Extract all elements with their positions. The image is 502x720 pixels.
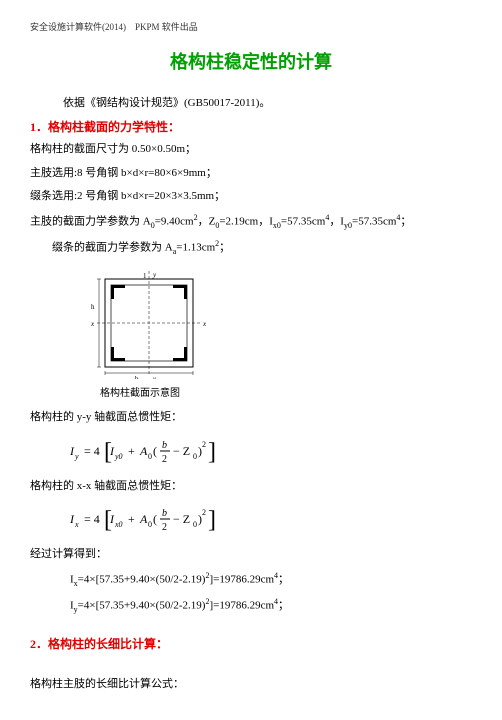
t: ]=19786.29cm xyxy=(209,574,274,586)
svg-text:x: x xyxy=(202,320,207,328)
t: ，I xyxy=(329,215,344,227)
svg-text:y: y xyxy=(74,452,79,461)
t: ，Z xyxy=(198,215,216,227)
svg-text:]: ] xyxy=(208,439,216,465)
t: ； xyxy=(400,215,411,227)
page-header: 安全设施计算软件(2014) PKPM 软件出品 xyxy=(30,20,472,33)
t: ； xyxy=(219,242,230,254)
svg-text:A: A xyxy=(139,512,148,526)
svg-text:y0: y0 xyxy=(114,452,123,461)
svg-text:h: h xyxy=(91,303,95,311)
s1-line5: 缀条的截面力学参数为 Aa=1.13cm2； xyxy=(30,238,472,259)
svg-text:2: 2 xyxy=(162,522,167,533)
svg-text:b: b xyxy=(162,508,167,519)
svg-text:x: x xyxy=(74,520,79,529)
svg-text:− Z: − Z xyxy=(173,444,190,458)
formula-ix: Ix= 4[Ix0+ A0(b2− Z0)2] xyxy=(70,503,472,538)
t: ； xyxy=(278,600,289,612)
svg-text:A: A xyxy=(139,444,148,458)
svg-text:x0: x0 xyxy=(114,520,123,529)
t: 主肢的截面力学参数为 A xyxy=(30,215,151,227)
s1-line1: 格构柱的截面尺寸为 0.50×0.50m； xyxy=(30,141,472,159)
svg-text:0: 0 xyxy=(193,520,197,529)
svg-text:(: ( xyxy=(153,512,157,526)
svg-text:0: 0 xyxy=(148,452,152,461)
svg-text:+: + xyxy=(128,444,135,458)
diagram: y x x y 1 h b 格构柱截面示意图 xyxy=(90,269,472,399)
t: =2.19cm，I xyxy=(219,215,273,227)
t: =57.35cm xyxy=(281,215,325,227)
svg-text:2: 2 xyxy=(202,508,206,517)
t: ； xyxy=(278,574,289,586)
s1-line4: 主肢的截面力学参数为 A0=9.40cm2，Z0=2.19cm，Ix0=57.3… xyxy=(30,212,472,233)
svg-text:(: ( xyxy=(153,444,157,458)
formula-iy: Iy= 4[Iy0+ A0(b2− Z0)2] xyxy=(70,435,472,470)
svg-text:= 4: = 4 xyxy=(84,444,100,458)
svg-text:1: 1 xyxy=(143,272,147,280)
t: =4×[57.35+9.40×(50/2-2.19) xyxy=(78,600,206,612)
diagram-caption: 格构柱截面示意图 xyxy=(90,384,190,399)
svg-text:b: b xyxy=(135,375,139,379)
svg-text:2: 2 xyxy=(202,440,206,449)
s1-line7: 格构柱的 x-x 轴截面总惯性矩： xyxy=(30,478,472,496)
s1-line2: 主肢选用:8 号角钢 b×d×r=80×6×9mm； xyxy=(30,165,472,183)
svg-text:b: b xyxy=(162,440,167,451)
svg-text:x: x xyxy=(90,320,95,328)
basis-line: 依据《钢结构设计规范》(GB50017-2011)。 xyxy=(30,94,472,110)
svg-text:− Z: − Z xyxy=(173,512,190,526)
s2-line1: 格构柱主肢的长细比计算公式： xyxy=(30,676,472,694)
svg-text:= 4: = 4 xyxy=(84,512,100,526)
svg-text:y: y xyxy=(152,271,157,279)
s1-line8: 经过计算得到： xyxy=(30,546,472,564)
cross-section-svg: y x x y 1 h b xyxy=(90,269,210,379)
svg-text:+: + xyxy=(128,512,135,526)
t: =4×[57.35+9.40×(50/2-2.19) xyxy=(78,574,206,586)
svg-text:2: 2 xyxy=(162,454,167,465)
s1-line6: 格构柱的 y-y 轴截面总惯性矩： xyxy=(30,409,472,427)
t: =57.35cm xyxy=(352,215,396,227)
s1-line3: 缀条选用:2 号角钢 b×d×r=20×3×3.5mm； xyxy=(30,188,472,206)
t: =1.13cm xyxy=(176,242,215,254)
t: 缀条的截面力学参数为 A xyxy=(52,242,173,254)
svg-text:y: y xyxy=(152,375,157,379)
t: ]=19786.29cm xyxy=(209,600,274,612)
svg-text:0: 0 xyxy=(193,452,197,461)
section2-head: 2．格构柱的长细比计算： xyxy=(30,635,472,652)
section1-head: 1．格构柱截面的力学特性： xyxy=(30,118,472,135)
t: =9.40cm xyxy=(155,215,194,227)
result1: Ix=4×[57.35+9.40×(50/2-2.19)2]=19786.29c… xyxy=(70,570,472,591)
svg-text:]: ] xyxy=(208,507,216,533)
svg-text:0: 0 xyxy=(148,520,152,529)
doc-title: 格构柱稳定性的计算 xyxy=(30,48,472,74)
result2: Iy=4×[57.35+9.40×(50/2-2.19)2]=19786.29c… xyxy=(70,596,472,617)
